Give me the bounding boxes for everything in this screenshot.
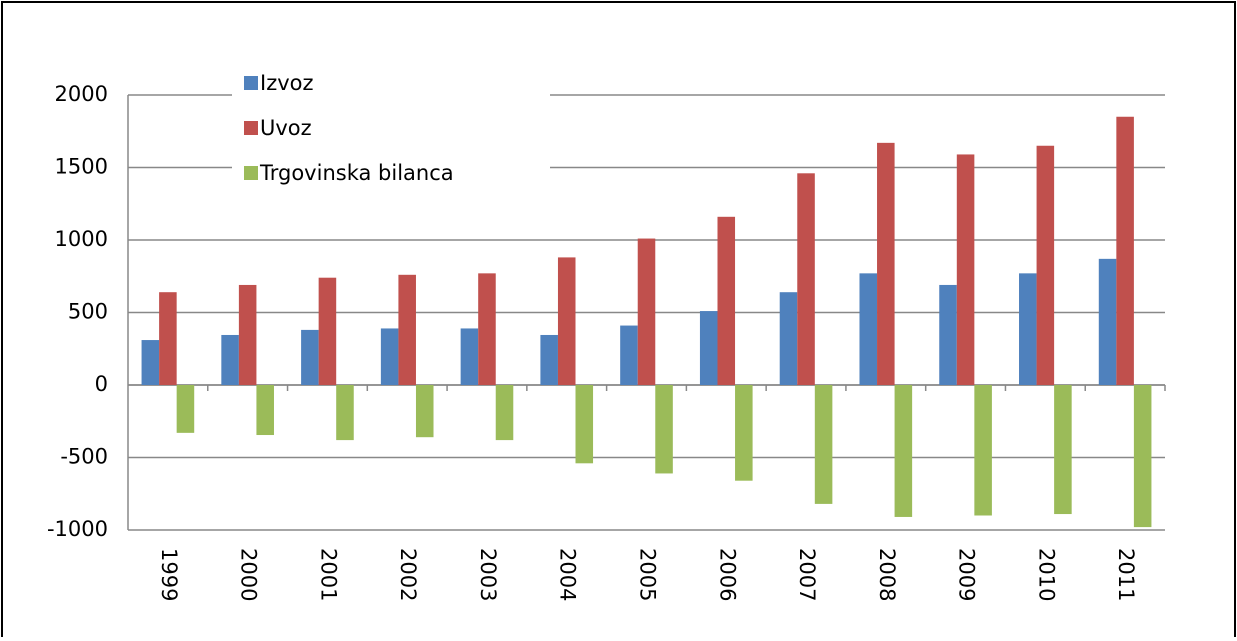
bar <box>894 385 913 517</box>
legend-swatch <box>244 76 258 90</box>
bar <box>974 385 992 516</box>
bar <box>460 328 479 385</box>
legend-label: Izvoz <box>260 71 314 95</box>
x-tick-label: 2003 <box>476 548 500 601</box>
bar <box>1036 145 1055 385</box>
bar <box>1098 258 1117 385</box>
bar <box>939 284 957 385</box>
y-tick-label: 0 <box>95 372 108 396</box>
bar <box>318 277 337 385</box>
bar <box>797 173 815 385</box>
bar <box>176 385 195 433</box>
bar <box>1116 116 1134 385</box>
legend-background <box>232 72 550 197</box>
bar <box>141 340 160 385</box>
legend-label: Uvoz <box>260 116 312 140</box>
bar <box>699 311 718 385</box>
x-tick-label: 2001 <box>316 548 340 601</box>
bar <box>540 334 558 385</box>
bar <box>557 257 576 385</box>
bar <box>238 284 257 385</box>
bar <box>637 238 656 385</box>
bar <box>336 385 354 441</box>
x-tick-label: 2010 <box>1034 548 1058 601</box>
x-tick-label: 2007 <box>795 548 819 601</box>
bar <box>380 328 399 385</box>
x-tick-label: 1999 <box>157 548 181 601</box>
bar <box>1054 385 1072 515</box>
bar <box>495 385 514 441</box>
y-tick-label: 1000 <box>55 227 108 251</box>
bar <box>575 385 594 464</box>
y-tick-label: -1000 <box>47 517 108 541</box>
x-tick-label: 2008 <box>875 548 899 601</box>
bar <box>655 385 673 474</box>
legend-label: Trgovinska bilanca <box>259 161 454 185</box>
x-tick-label: 2000 <box>237 548 261 601</box>
bar <box>859 273 878 385</box>
bar <box>814 385 833 504</box>
x-tick-label: 2002 <box>396 548 420 601</box>
bar <box>1019 273 1037 385</box>
bar <box>735 385 753 481</box>
x-tick-label: 2005 <box>636 548 660 601</box>
bar <box>301 329 319 385</box>
bar <box>159 292 177 385</box>
bar <box>620 325 638 385</box>
bar <box>779 292 798 385</box>
legend-swatch <box>244 166 258 180</box>
x-tick-label: 2009 <box>955 548 979 601</box>
bar <box>256 385 274 436</box>
x-tick-label: 2011 <box>1114 548 1138 601</box>
bar <box>478 273 496 385</box>
y-tick-label: 500 <box>68 300 108 324</box>
x-tick-label: 2006 <box>715 548 739 601</box>
y-tick-label: 1500 <box>55 155 108 179</box>
bar <box>956 154 975 385</box>
bar <box>398 274 416 385</box>
bar <box>415 385 434 438</box>
bar <box>1133 385 1152 528</box>
bar <box>221 334 239 385</box>
x-tick-label: 2004 <box>556 548 580 601</box>
y-tick-label: -500 <box>60 445 108 469</box>
y-tick-label: 2000 <box>55 82 108 106</box>
legend-swatch <box>244 121 258 135</box>
bar <box>717 216 736 385</box>
bar <box>877 142 895 385</box>
